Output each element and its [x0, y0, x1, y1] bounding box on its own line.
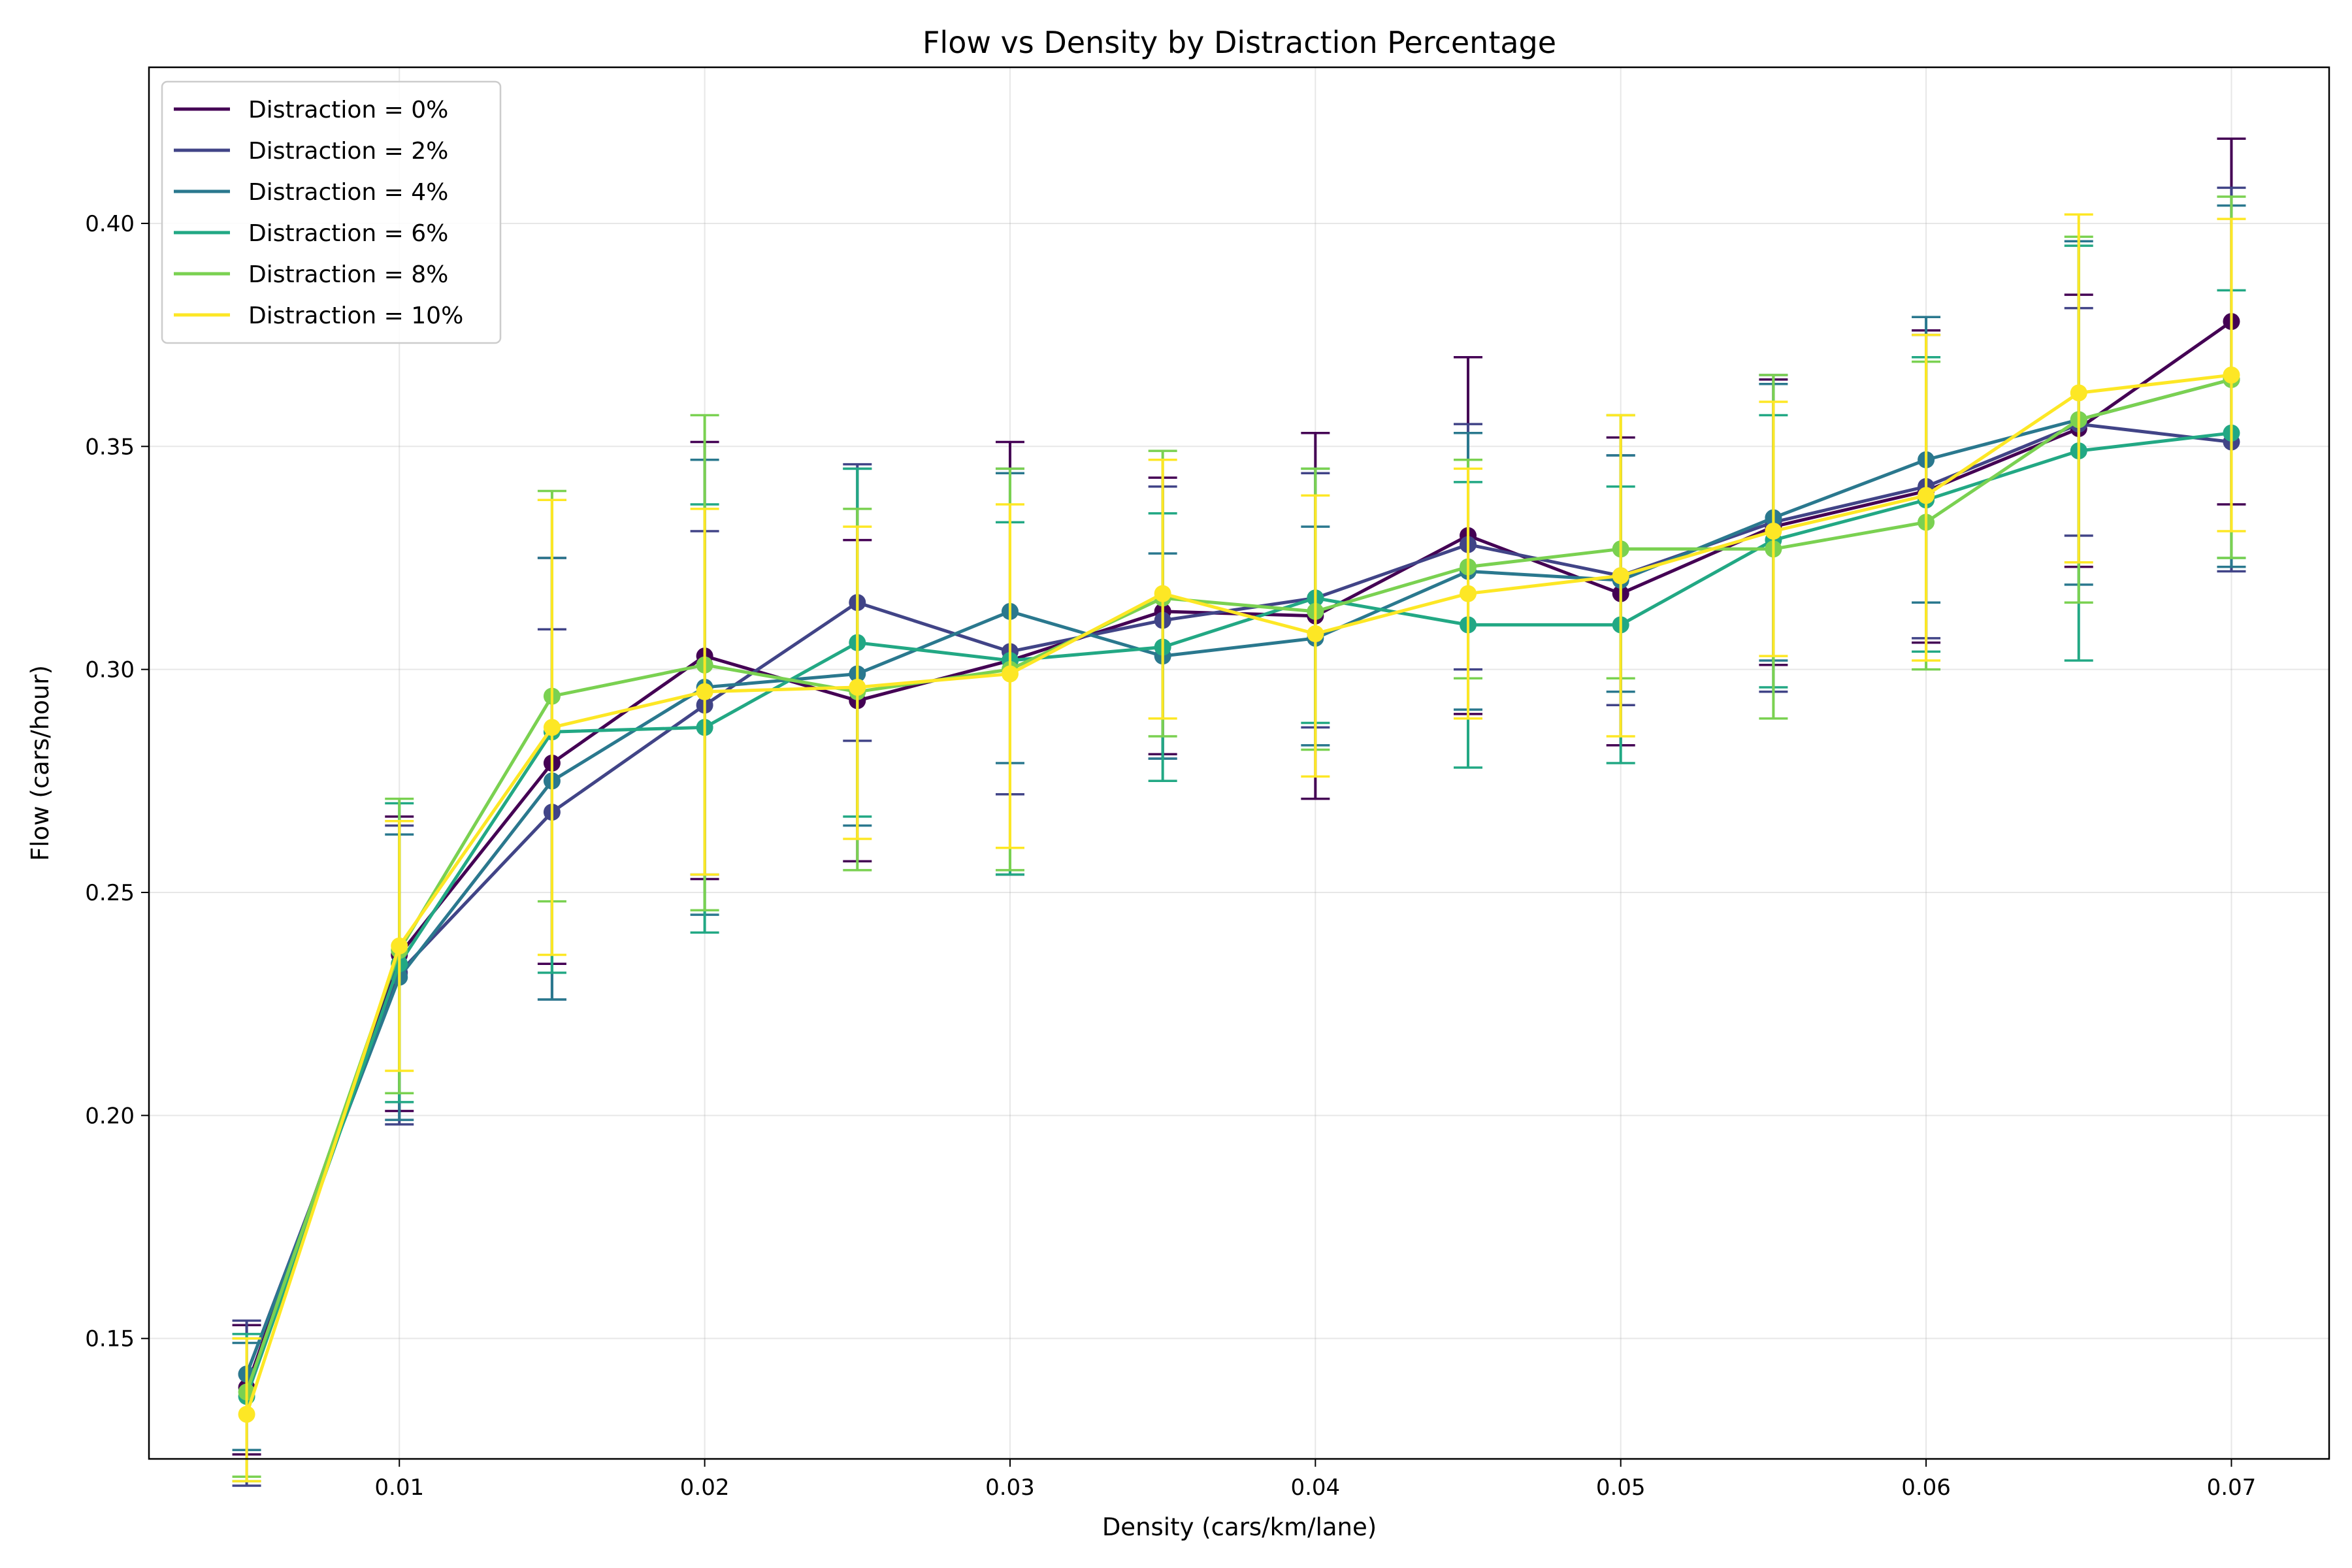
legend-entry: Distraction = 10%: [248, 302, 463, 329]
x-axis-title: Density (cars/km/lane): [1102, 1513, 1377, 1541]
x-tick-label: 0.03: [985, 1475, 1035, 1501]
data-point: [2223, 367, 2240, 384]
chart-title: Flow vs Density by Distraction Percentag…: [923, 25, 1556, 60]
x-tick-label: 0.05: [1596, 1475, 1646, 1501]
series-line: [245, 373, 2232, 1415]
series-group: [232, 137, 2246, 1487]
y-tick-label: 0.30: [85, 657, 135, 683]
legend-entry: Distraction = 4%: [248, 179, 448, 206]
y-tick-label: 0.15: [85, 1326, 135, 1352]
legend-box: [161, 80, 502, 344]
legend-entry: Distraction = 8%: [248, 261, 448, 288]
y-axis-title: Flow (cars/hour): [26, 665, 54, 861]
y-tick-label: 0.25: [85, 880, 135, 906]
data-point: [2070, 384, 2087, 402]
data-point: [849, 678, 866, 696]
series-5: [232, 213, 2246, 1482]
data-point: [1460, 585, 1477, 602]
data-point: [391, 937, 408, 955]
x-tick-label: 0.04: [1290, 1475, 1340, 1501]
x-tick-label: 0.02: [680, 1475, 730, 1501]
x-tick-label: 0.07: [2207, 1475, 2257, 1501]
data-point: [1765, 523, 1782, 540]
legend-entry: Distraction = 6%: [248, 220, 448, 247]
data-point: [1918, 487, 1935, 504]
data-point: [1612, 567, 1629, 585]
x-tick-label: 0.01: [374, 1475, 424, 1501]
data-point: [696, 683, 713, 700]
legend: Distraction = 0% Distraction = 2% Distract…: [161, 80, 502, 344]
legend-entry: Distraction = 2%: [248, 138, 448, 165]
y-tick-label: 0.40: [85, 211, 135, 237]
series-line: [245, 378, 2232, 1393]
legend-entry: Distraction = 0%: [248, 97, 448, 123]
data-point: [1001, 665, 1019, 683]
series-line: [245, 422, 2232, 1375]
x-axis-ticks: 0.01 0.02 0.03 0.04 0.05 0.06 0.07: [374, 1459, 2256, 1501]
series-line: [245, 431, 2232, 1397]
data-point: [1307, 625, 1324, 643]
data-point: [238, 1405, 255, 1423]
data-point: [543, 719, 561, 736]
data-point: [1154, 585, 1171, 602]
y-axis-ticks: 0.15 0.20 0.25 0.30 0.35 0.40: [85, 211, 149, 1352]
y-tick-label: 0.35: [85, 434, 135, 460]
plot-area-frame: [148, 66, 2330, 1460]
x-tick-label: 0.06: [1901, 1475, 1951, 1501]
series-line: [245, 378, 2232, 1375]
y-tick-label: 0.20: [85, 1103, 135, 1129]
